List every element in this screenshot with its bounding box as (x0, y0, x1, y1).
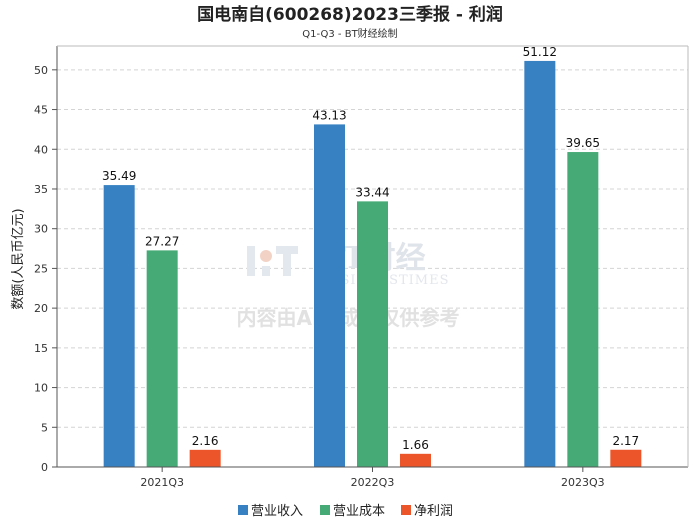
data-label: 43.13 (312, 108, 346, 122)
x-tick-label: 2021Q3 (140, 476, 184, 489)
y-tick-label: 15 (34, 342, 48, 355)
watermark: BT财经 BUSINESSTIMES 内容由AI生成，仅供参考 (237, 241, 460, 330)
bar-营业成本-2021Q3 (146, 250, 178, 467)
y-tick-label: 20 (34, 302, 48, 315)
legend: 营业收入 营业成本 净利润 (238, 504, 453, 519)
x-tick-labels: 2021Q3 2022Q3 2023Q3 (140, 467, 605, 489)
bar-净利润-2023Q3 (610, 449, 642, 467)
bar-营业成本-2022Q3 (357, 201, 388, 467)
bar-营业收入-2023Q3 (524, 60, 556, 467)
data-label: 2.17 (612, 434, 639, 448)
watermark-note: 内容由AI生成，仅供参考 (237, 306, 460, 330)
x-tick-label: 2023Q3 (561, 476, 605, 489)
bar-营业成本-2023Q3 (567, 152, 599, 467)
bar-营业收入-2022Q3 (314, 124, 345, 468)
bar-营业收入-2021Q3 (103, 185, 135, 467)
y-tick-labels: 0 5 10 15 20 25 30 35 40 45 50 (34, 64, 48, 474)
data-label: 35.49 (102, 169, 136, 183)
data-label: 27.27 (145, 234, 179, 248)
legend-swatch (238, 505, 248, 515)
data-label: 51.12 (523, 45, 557, 59)
bt-logo-icon (247, 246, 298, 276)
chart-title: 国电南自(600268)2023三季报 - 利润 (197, 4, 503, 25)
y-tick-label: 30 (34, 223, 48, 236)
legend-label: 营业成本 (333, 504, 385, 519)
bars (103, 60, 642, 468)
y-axis-label: 数额(人民币亿元) (11, 208, 26, 309)
data-label: 39.65 (566, 136, 600, 150)
y-tick-label: 0 (41, 461, 48, 474)
legend-swatch (320, 505, 330, 515)
legend-label: 营业收入 (251, 504, 303, 519)
bar-净利润-2022Q3 (400, 453, 431, 467)
y-tick-label: 45 (34, 104, 48, 117)
data-label: 33.44 (355, 185, 389, 199)
bar-净利润-2021Q3 (189, 449, 221, 467)
legend-label: 净利润 (414, 504, 453, 519)
data-labels: 35.49 27.27 2.16 43.13 33.44 1.66 51.12 39.65 2.… (102, 45, 639, 452)
y-tick-label: 5 (41, 421, 48, 434)
x-tick-label: 2022Q3 (351, 476, 395, 489)
legend-swatch (401, 505, 411, 515)
y-tick-label: 10 (34, 382, 48, 395)
data-label: 2.16 (192, 434, 219, 448)
data-label: 1.66 (402, 438, 429, 452)
y-tick-label: 40 (34, 143, 48, 156)
y-tick-label: 25 (34, 262, 48, 275)
y-tick-label: 50 (34, 64, 48, 77)
chart-subtitle: Q1-Q3 - BT财经绘制 (302, 27, 397, 40)
y-tick-label: 35 (34, 183, 48, 196)
